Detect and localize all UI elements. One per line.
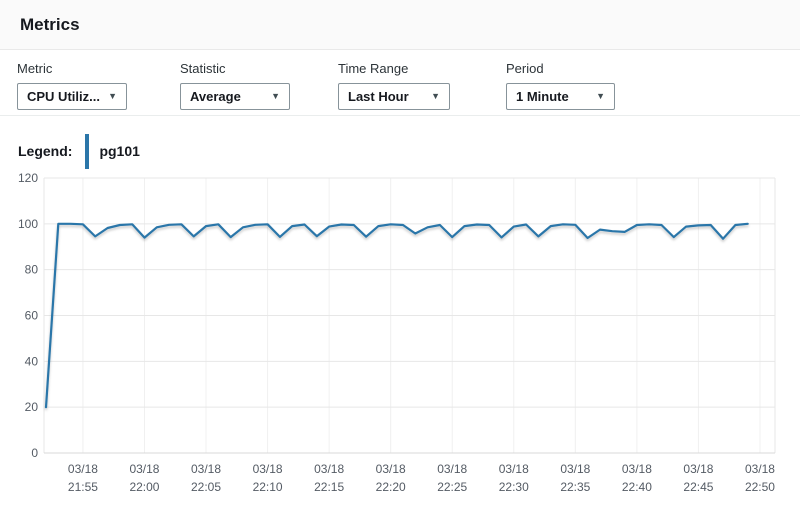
metric-select-value: CPU Utiliz...	[27, 89, 100, 104]
svg-text:03/18: 03/18	[499, 462, 529, 476]
svg-text:03/18: 03/18	[253, 462, 283, 476]
svg-text:22:40: 22:40	[622, 480, 652, 494]
filter-statistic: Statistic Average ▼	[180, 61, 290, 110]
svg-text:21:55: 21:55	[68, 480, 98, 494]
chevron-down-icon: ▼	[596, 91, 605, 101]
svg-text:22:00: 22:00	[129, 480, 159, 494]
time-range-select-value: Last Hour	[348, 89, 409, 104]
svg-text:22:45: 22:45	[683, 480, 713, 494]
svg-text:03/18: 03/18	[314, 462, 344, 476]
chevron-down-icon: ▼	[431, 91, 440, 101]
panel-header: Metrics	[0, 0, 800, 50]
statistic-select-value: Average	[190, 89, 241, 104]
svg-text:03/18: 03/18	[622, 462, 652, 476]
statistic-label: Statistic	[180, 61, 226, 76]
svg-text:22:30: 22:30	[499, 480, 529, 494]
page-title: Metrics	[20, 15, 80, 34]
svg-text:03/18: 03/18	[376, 462, 406, 476]
chart-legend: Legend: pg101	[0, 133, 140, 169]
svg-text:40: 40	[25, 354, 39, 368]
svg-text:22:50: 22:50	[745, 480, 775, 494]
svg-text:22:35: 22:35	[560, 480, 590, 494]
statistic-select[interactable]: Average ▼	[180, 83, 290, 110]
chevron-down-icon: ▼	[271, 91, 280, 101]
time-range-label: Time Range	[338, 61, 409, 76]
svg-text:03/18: 03/18	[560, 462, 590, 476]
legend-color-bar	[85, 133, 90, 169]
time-range-select[interactable]: Last Hour ▼	[338, 83, 450, 110]
svg-text:22:05: 22:05	[191, 480, 221, 494]
svg-text:03/18: 03/18	[683, 462, 713, 476]
svg-text:80: 80	[25, 263, 39, 277]
chart-grid	[43, 177, 776, 454]
x-axis-labels: 03/18 21:55 03/18 22:00 03/18 22:05 03/18 22:10…	[68, 462, 775, 494]
svg-text:120: 120	[18, 171, 38, 185]
metric-select[interactable]: CPU Utiliz... ▼	[17, 83, 127, 110]
svg-text:03/18: 03/18	[437, 462, 467, 476]
svg-text:22:25: 22:25	[437, 480, 467, 494]
svg-text:0: 0	[31, 446, 38, 460]
svg-text:03/18: 03/18	[745, 462, 775, 476]
metrics-chart-svg[interactable]: 02040608010012003/1821:5503/1822:0003/18…	[0, 160, 800, 500]
metric-label: Metric	[17, 61, 53, 76]
svg-text:20: 20	[25, 400, 39, 414]
filter-metric: Metric CPU Utiliz... ▼	[17, 61, 127, 110]
svg-text:60: 60	[25, 309, 39, 323]
svg-text:100: 100	[18, 217, 38, 231]
svg-text:03/18: 03/18	[129, 462, 159, 476]
period-select-value: 1 Minute	[516, 89, 569, 104]
svg-text:22:20: 22:20	[376, 480, 406, 494]
svg-text:22:15: 22:15	[314, 480, 344, 494]
svg-text:03/18: 03/18	[191, 462, 221, 476]
chevron-down-icon: ▼	[108, 91, 117, 101]
y-axis-labels: 0 20 40 60 80 100 120	[18, 171, 38, 460]
legend-label: Legend:	[18, 143, 73, 159]
period-select[interactable]: 1 Minute ▼	[506, 83, 615, 110]
chart-area[interactable]: 0 20 40 60 80 100 120 03/18 21:55 03/18 22:00 03/18…	[0, 160, 800, 500]
svg-text:03/18: 03/18	[68, 462, 98, 476]
svg-text:22:10: 22:10	[253, 480, 283, 494]
filter-period: Period 1 Minute ▼	[506, 61, 615, 110]
series-line-pg101	[44, 222, 749, 409]
filters-row: Metric CPU Utiliz... ▼ Statistic Average…	[0, 51, 800, 116]
legend-series-name: pg101	[99, 143, 140, 159]
period-label: Period	[506, 61, 544, 76]
filter-time-range: Time Range Last Hour ▼	[338, 61, 450, 110]
